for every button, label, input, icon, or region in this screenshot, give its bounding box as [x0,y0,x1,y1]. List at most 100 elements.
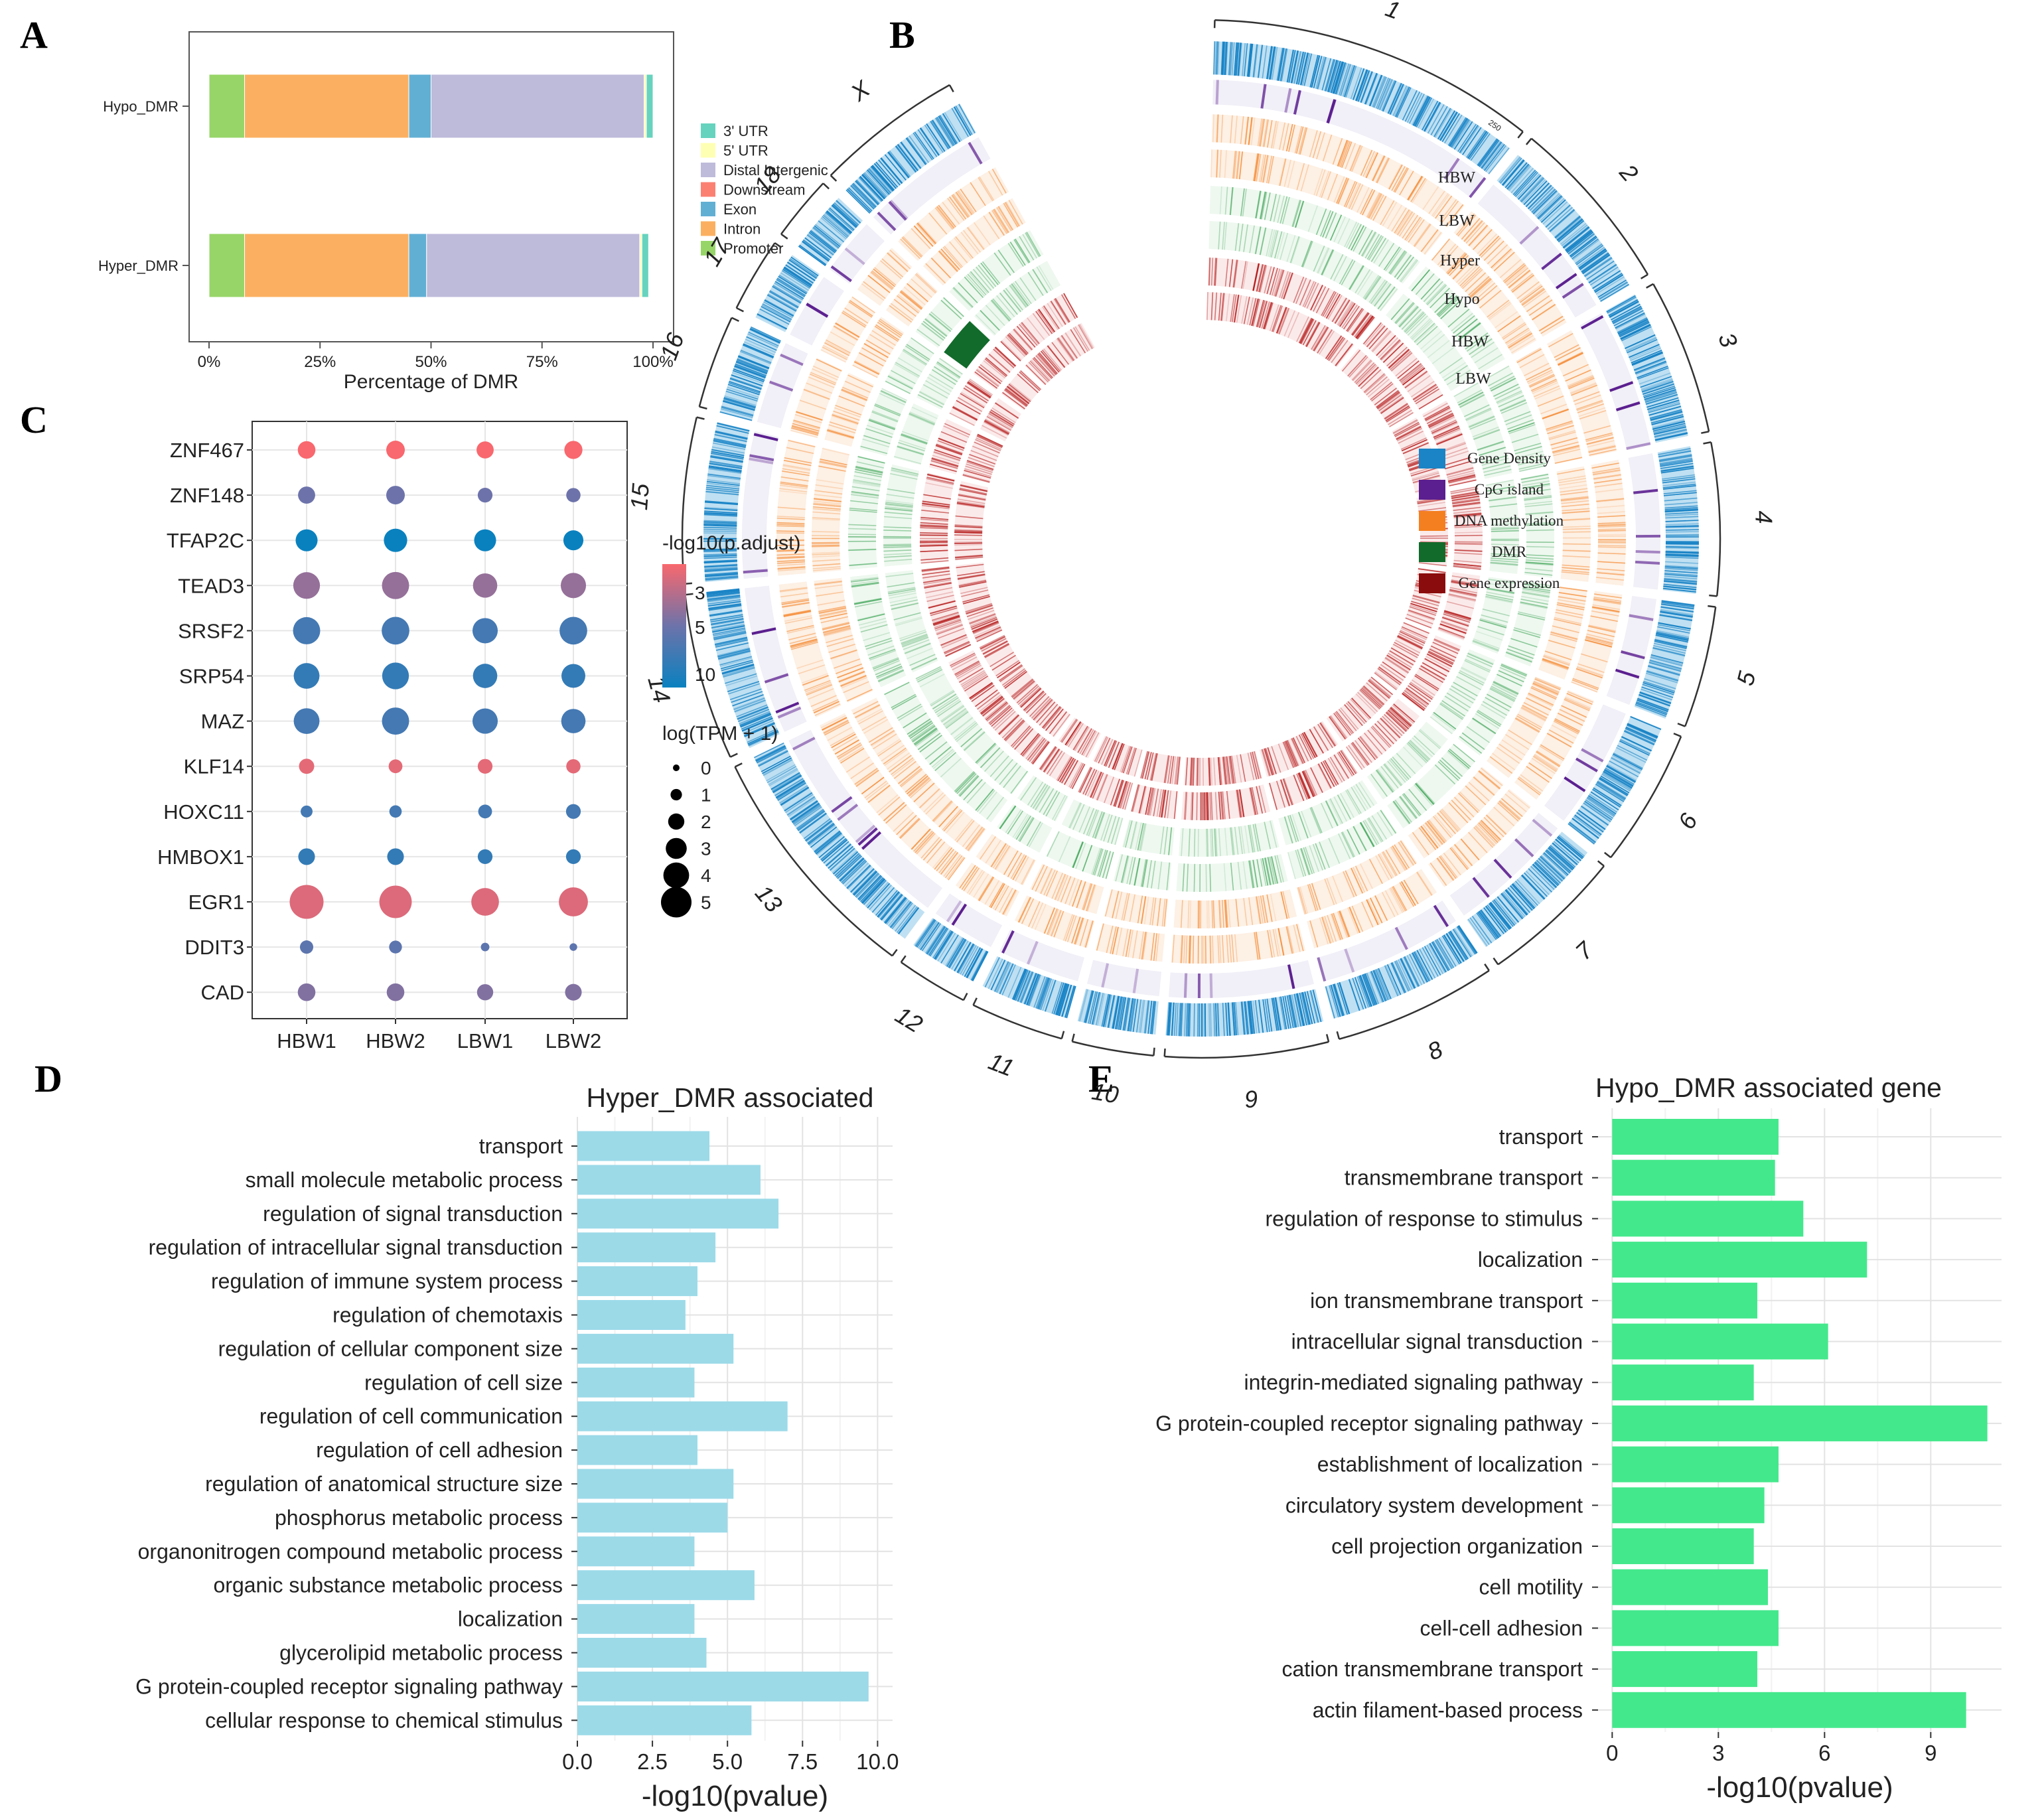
b-track-mark-dna-methylation-hbw [1561,705,1587,718]
b-track-mark-gene-density [1115,996,1122,1029]
b-track-mark-gene-density [1637,367,1669,380]
b-track-mark-dmr-hyper [873,658,899,670]
b-track-mark-dna-methylation-lbw [967,828,985,851]
b-track-mark-dmr-hypo [1377,768,1395,792]
b-track-mark-gene-density [867,883,890,908]
b-track-mark-dmr-hypo [1439,357,1463,374]
b-track-mark-dmr-hyper [862,438,890,448]
b-chromosome-label: 4 [1750,510,1778,525]
b-track-mark-gene-expression-hbw [943,640,970,654]
b-track-mark-dna-methylation-hbw [917,222,938,244]
b-track-mark-dmr-hyper [1522,586,1551,591]
b-track-mark-dna-methylation-lbw [1533,682,1560,694]
b-track-mark-gene-density [1618,319,1648,335]
b-track-mark-gene-density [768,291,798,309]
b-track-mark-gene-density [705,486,739,492]
b-track-mark-dmr-hyper [976,266,995,289]
b-track-mark-gene-expression-hbw [950,654,976,668]
b-track-mark-gene-density [855,873,880,899]
b-track-mark-gene-expression-hbw [923,579,952,585]
b-track-mark-gene-expression-hbw [1056,756,1072,781]
b-track-mark-dmr-hypo [885,504,913,508]
b-track-mark-dna-methylation-hbw [1412,179,1427,203]
b-track-mark-gene-expression-hbw [1039,746,1057,770]
b-track-mark-gene-density [1436,938,1455,968]
b-track-mark-dmr-hyper [1522,480,1550,486]
b-track-mark-dna-methylation-hbw [1596,572,1625,576]
b-track-mark-dmr-hyper [1105,851,1114,879]
b-track-mark-gene-density [1352,68,1365,100]
b-track-mark-dna-methylation-hbw [1504,264,1526,283]
b-track-mark-dna-methylation-lbw [879,318,903,335]
b-track-mark-dna-methylation-lbw [1259,154,1265,182]
b-track-mark-dmr-hypo [944,710,968,728]
b-track-mark-gene-density [704,567,738,571]
b-track-mark-dna-methylation-hbw [1312,131,1322,159]
b-track-mark-gene-density [867,169,891,194]
b-track-mark-gene-density [1234,42,1238,76]
b-track-mark-gene-density [1661,600,1695,606]
b-track-mark-gene-density [880,157,903,184]
b-track-mark-gene-density [828,845,853,869]
b-track-mark-gene-density [1592,270,1621,289]
b-track-mark-dmr-hypo [1431,346,1455,364]
b-track-mark-dmr-hyper [1307,205,1318,232]
b-track-mark-dna-methylation-hbw [957,190,974,214]
b-track-mark-gene-density [1296,993,1304,1027]
b-track-mark-dna-methylation-hbw [1486,814,1507,835]
b-track-mark-gene-density [1656,632,1689,640]
b-track-mark-gene-expression-hbw [920,524,948,528]
b-track-mark-dmr-hypo [1130,821,1137,849]
b-track-mark-gene-density [895,905,916,932]
b-track-mark-dna-methylation-hbw [808,376,835,388]
b-track-mark-dna-methylation-hbw [1366,152,1379,179]
b-track-mark-dna-methylation-hbw [1586,437,1614,445]
b-track-mark-dmr-hyper [1091,847,1101,875]
b-track-mark-dna-methylation-lbw [1560,496,1589,500]
b-track-mark-gene-density [1514,881,1538,907]
b-track-mark-gene-density [1312,989,1322,1023]
b-track-mark-gene-density [1575,244,1603,265]
b-track-mark-dmr-hypo [960,728,983,748]
b-track-mark-gene-expression-hbw [1014,728,1034,750]
b-track-mark-gene-density [744,723,776,737]
b-track-mark-dna-methylation-lbw [812,563,841,567]
b-track-mark-gene-density [1479,910,1500,938]
b-track-mark-dmr-hyper [1303,847,1313,875]
b-track-mark-gene-density [932,119,951,149]
b-track-mark-dna-methylation-hbw [1551,724,1577,739]
b-track-mark-dna-methylation-hbw [978,876,993,901]
b-track-mark-dna-methylation-lbw [1366,192,1380,218]
b-track-mark-gene-density [1238,42,1242,76]
b-track-mark-gene-density [1225,1002,1228,1036]
b-track-mark-gene-density [1214,41,1217,75]
b-track-mark-dna-methylation-lbw [1035,865,1048,892]
b-track-mark-dna-methylation-lbw [812,555,840,558]
b-track-mark-gene-density [1626,724,1658,739]
b-track-mark-cpg-island [1293,90,1301,115]
b-track-mark-dmr-hyper [851,491,879,496]
b-track-mark-gene-expression-hbw [1388,709,1410,730]
b-track-mark-gene-density [1664,566,1698,569]
b-track-mark-dna-methylation-hbw [1327,914,1337,942]
b-track-mark-dna-methylation-hbw [1388,888,1404,913]
b-track-mark-gene-expression-hbw [1104,776,1115,804]
b-track-mark-gene-density [1477,138,1498,166]
b-track-mark-dna-methylation-hbw [1592,606,1620,613]
b-track-mark-dna-methylation-hbw [1234,934,1238,962]
b-track-mark-dmr-hyper [929,746,952,765]
b-track-mark-gene-density [1485,906,1506,933]
b-track-mark-gene-density [1414,96,1431,127]
b-track-mark-dna-methylation-lbw [1356,186,1370,213]
b-track-mark-gene-density [1495,898,1517,925]
b-track-mark-dmr-hyper [854,471,883,478]
b-track-mark-gene-density [937,932,956,962]
b-track-mark-gene-density [1650,654,1684,664]
b-track-mark-dna-methylation-hbw [1593,474,1621,480]
b-track-mark-gene-density [1599,281,1629,300]
b-track-mark-dmr-hypo [1490,557,1519,561]
b-track-mark-dmr-hyper [1525,559,1554,563]
b-track-mark-gene-density [1639,372,1671,385]
b-track-mark-gene-density [1053,982,1064,1015]
b-track-mark-dna-methylation-hbw [1577,663,1605,674]
